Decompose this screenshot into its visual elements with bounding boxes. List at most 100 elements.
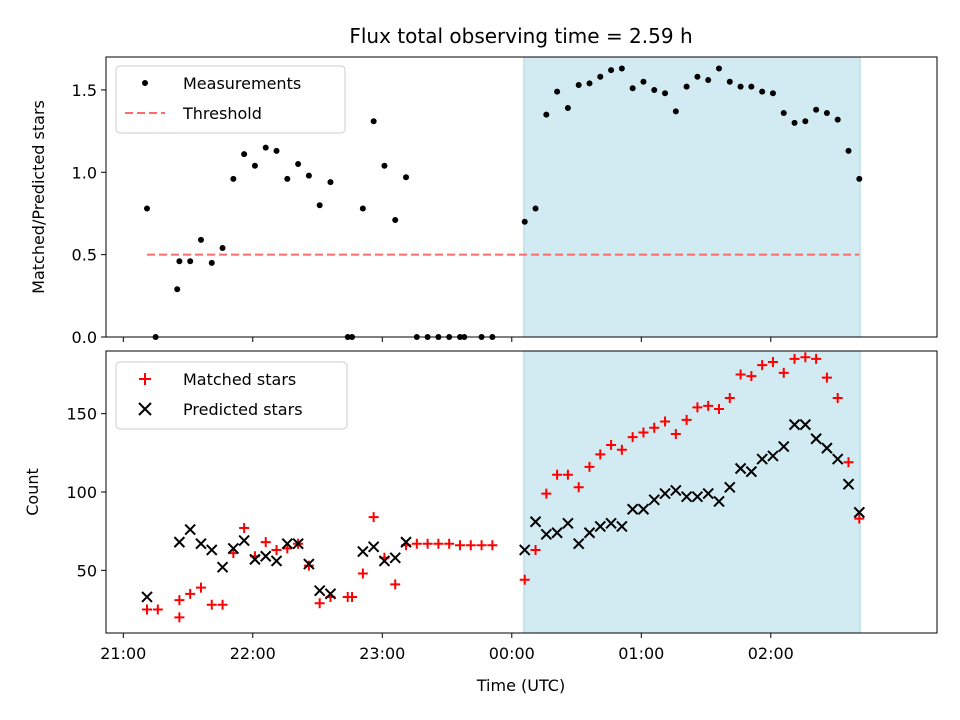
bottom-y-tick-label: 50 <box>77 561 97 580</box>
predicted-stars-point <box>799 418 812 431</box>
legend-label: Predicted stars <box>183 400 303 419</box>
predicted-stars-point <box>637 503 650 515</box>
measurement-point <box>662 90 669 97</box>
measurement-point <box>802 118 809 125</box>
matched-stars-point <box>724 393 735 403</box>
predicted-stars-point <box>572 537 585 550</box>
top-panel: 0.0 0.5 1.0 1.5 Measurements Threshold <box>72 56 938 347</box>
measurement-point <box>629 85 636 92</box>
matched-stars-point <box>422 538 433 549</box>
x-tick-label: 23:00 <box>359 644 405 663</box>
predicted-stars-point <box>141 591 153 603</box>
x-tick-label: 02:00 <box>748 644 794 663</box>
bottom-y-axis-label: Count <box>23 468 42 516</box>
top-y-tick-label: 1.5 <box>72 81 97 100</box>
measurement-point <box>219 245 226 252</box>
matched-stars-point <box>616 444 627 455</box>
predicted-stars-point <box>270 555 283 567</box>
matched-stars-point <box>584 461 595 472</box>
matched-stars-legend-marker <box>139 373 151 385</box>
measurements-legend-marker <box>142 80 148 86</box>
predicted-stars-point <box>626 503 639 515</box>
bottom-y-tick-label: 100 <box>66 483 97 502</box>
x-tick-label: 22:00 <box>230 644 276 663</box>
matched-stars-point <box>843 457 854 468</box>
measurement-point <box>780 110 787 116</box>
predicted-stars-point <box>367 541 380 553</box>
predicted-stars-point <box>745 465 758 478</box>
predicted-stars-point <box>680 490 693 503</box>
bottom-series-1 <box>141 418 866 603</box>
predicted-stars-point <box>249 553 261 566</box>
predicted-stars-point <box>605 517 617 530</box>
predicted-stars-point <box>195 537 207 550</box>
top-shaded-region <box>523 56 861 338</box>
predicted-stars-point <box>324 588 337 600</box>
top-y-tick-label: 1.0 <box>72 163 97 182</box>
predicted-stars-point <box>313 584 326 597</box>
measurement-point <box>823 110 830 116</box>
legend-label: Measurements <box>183 74 301 93</box>
x-axis-label: Time (UTC) <box>476 676 565 695</box>
predicted-stars-point <box>659 487 671 500</box>
top-legend: Measurements Threshold <box>115 65 346 134</box>
x-tick-label: 21:00 <box>100 644 146 663</box>
measurement-point <box>174 286 181 293</box>
predicted-stars-point <box>734 462 747 475</box>
measurement-point <box>543 111 550 118</box>
matched-stars-point <box>573 482 584 493</box>
matched-stars-point <box>185 588 196 599</box>
predicted-stars-point <box>778 440 790 453</box>
predicted-stars-point <box>821 442 833 454</box>
matched-stars-point <box>713 403 724 414</box>
predicted-stars-point <box>648 494 660 506</box>
measurement-point <box>845 147 852 154</box>
bottom-y-tick-label: 150 <box>66 405 97 424</box>
matched-stars-point <box>638 427 649 438</box>
matched-stars-point <box>703 400 714 411</box>
matched-stars-point <box>854 513 865 524</box>
predicted-stars-point <box>562 517 574 530</box>
matched-stars-point <box>476 540 487 551</box>
top-frame <box>105 56 938 338</box>
matched-stars-point <box>821 372 832 383</box>
matched-stars-point <box>195 582 206 593</box>
matched-stars-point <box>303 560 314 571</box>
measurement-point <box>392 217 399 224</box>
predicted-stars-point <box>583 527 596 539</box>
measurement-point <box>295 161 302 168</box>
predicted-stars-point <box>292 537 304 550</box>
matched-stars-point <box>347 591 358 602</box>
legend-label: Matched stars <box>183 370 296 389</box>
x-tick-label: 00:00 <box>489 644 535 663</box>
measurement-point <box>284 175 291 182</box>
predicted-stars-point <box>389 552 401 564</box>
matched-stars-point <box>595 449 606 460</box>
measurement-point <box>586 80 593 87</box>
measurement-point <box>381 162 388 169</box>
measurement-point <box>694 73 701 80</box>
top-y-tick-label: 0.0 <box>72 328 97 347</box>
measurement-point <box>273 147 280 154</box>
predicted-stars-legend-marker <box>138 402 152 416</box>
predicted-stars-point <box>238 534 250 547</box>
predicted-stars-point <box>357 545 369 558</box>
matched-stars-point <box>206 599 217 610</box>
predicted-stars-point <box>551 527 563 539</box>
measurement-point <box>683 83 690 90</box>
predicted-stars-point <box>529 516 542 528</box>
x-tick-label: 01:00 <box>618 644 664 663</box>
predicted-stars-point <box>227 542 240 555</box>
matched-stars-point <box>433 538 444 549</box>
matched-stars-point <box>767 356 778 367</box>
measurement-point <box>618 65 625 72</box>
matched-stars-point <box>670 429 681 440</box>
bottom-series-0 <box>142 352 865 623</box>
matched-stars-point <box>627 432 638 443</box>
predicted-stars-point <box>767 450 779 462</box>
bottom-legend: Matched stars Predicted stars <box>115 361 348 430</box>
measurement-point <box>705 77 712 84</box>
matched-stars-point <box>757 360 768 371</box>
matched-stars-point <box>832 393 843 403</box>
